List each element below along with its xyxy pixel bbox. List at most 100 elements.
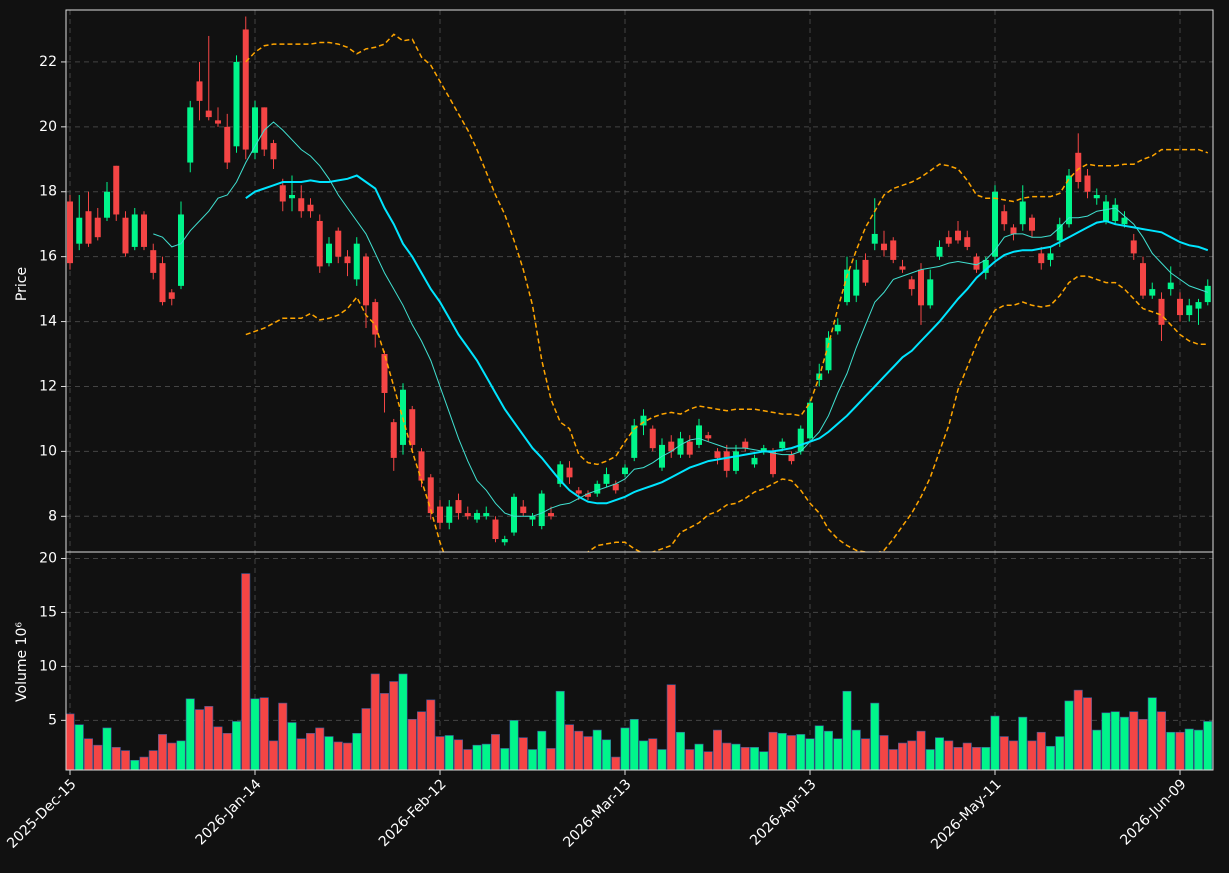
candle-body xyxy=(131,214,138,247)
candle-body xyxy=(881,243,887,251)
candle-body xyxy=(1167,282,1174,290)
candle-body xyxy=(705,435,712,439)
candle-body xyxy=(760,448,767,452)
candle-body xyxy=(1149,289,1156,296)
candle-body xyxy=(945,237,952,244)
candle-body xyxy=(751,457,758,465)
candle-body xyxy=(168,292,175,299)
indicator-line xyxy=(153,121,1208,517)
y-tick-label: 16 xyxy=(39,249,57,265)
volume-bar xyxy=(1055,736,1065,771)
volume-bar xyxy=(259,697,269,771)
volume-bar xyxy=(694,743,704,771)
volume-bar xyxy=(777,733,787,771)
volume-bar xyxy=(925,749,935,771)
volume-bar xyxy=(509,720,519,771)
volume-bar xyxy=(823,730,833,771)
volume-bar xyxy=(361,708,371,771)
volume-bar xyxy=(176,740,186,771)
y-tick-label: 22 xyxy=(39,54,57,70)
volume-bar xyxy=(1018,716,1028,771)
volume-bar xyxy=(860,738,870,771)
candle-body xyxy=(492,519,499,540)
candle-body xyxy=(1112,204,1119,221)
volume-bar xyxy=(65,713,75,771)
candle-body xyxy=(1047,253,1054,260)
volume-bar xyxy=(897,742,907,771)
volume-bar xyxy=(74,724,84,771)
volume-bar xyxy=(1147,697,1157,771)
volume-bar xyxy=(638,740,648,771)
candle-body xyxy=(455,500,462,514)
volume-tick-label: 15 xyxy=(39,604,57,620)
indicator-line xyxy=(245,174,1209,505)
volume-bar xyxy=(648,738,658,771)
candle-body xyxy=(973,256,980,270)
candle-body xyxy=(316,220,323,267)
candle-body xyxy=(298,198,305,212)
price-marks xyxy=(67,16,1211,552)
candle-body xyxy=(779,441,786,449)
candle-body xyxy=(437,506,443,523)
volume-bar xyxy=(1184,728,1194,771)
candle-body xyxy=(1121,217,1128,225)
volume-bar xyxy=(1092,729,1102,771)
candle-body xyxy=(1001,211,1008,225)
volume-bar xyxy=(601,739,611,771)
volume-bar xyxy=(1046,745,1056,771)
candle-body xyxy=(196,81,203,101)
candle-body xyxy=(1140,263,1146,296)
volume-frame xyxy=(65,551,1214,771)
candle-body xyxy=(538,493,545,527)
volume-bar xyxy=(324,736,334,771)
volume-bar xyxy=(352,733,362,771)
candle-body xyxy=(649,428,656,449)
y-tick-label: 8 xyxy=(48,508,57,524)
volume-bar xyxy=(1166,731,1176,771)
candle-body xyxy=(1177,298,1183,316)
volume-bar xyxy=(833,738,843,771)
candle-body xyxy=(890,240,897,260)
volume-bar xyxy=(500,748,510,771)
volume-bar xyxy=(305,733,315,771)
candle-body xyxy=(686,441,693,455)
volume-bar xyxy=(1036,731,1046,771)
candle-body xyxy=(326,243,332,264)
candle-body xyxy=(566,467,573,478)
volume-bar xyxy=(1157,711,1167,771)
candle-body xyxy=(242,29,249,150)
volume-bar xyxy=(121,750,131,771)
volume-bar xyxy=(444,735,454,771)
volume-bar xyxy=(472,744,482,771)
volume-bar xyxy=(592,729,602,771)
candle-body xyxy=(233,61,240,147)
volume-bar xyxy=(148,750,158,771)
candle-body xyxy=(187,107,194,163)
volume-bar xyxy=(278,702,288,771)
candle-body xyxy=(585,493,591,497)
volume-bar xyxy=(870,702,880,771)
volume-bar xyxy=(407,718,417,771)
candle-body xyxy=(1019,201,1026,225)
volume-bar xyxy=(268,740,278,771)
volume-bar xyxy=(232,721,242,771)
candle-body xyxy=(289,194,295,199)
candle-body xyxy=(1066,175,1072,225)
candle-body xyxy=(381,354,388,393)
volume-bar xyxy=(1101,712,1111,771)
volume-bar xyxy=(583,736,593,771)
volume-bar xyxy=(768,731,778,771)
volume-bar xyxy=(1138,718,1148,771)
y-axis-label: Price xyxy=(14,267,30,301)
volume-bar xyxy=(518,737,528,771)
volume-bar xyxy=(796,734,806,771)
candle-body xyxy=(622,467,628,475)
volume-bar xyxy=(555,690,565,771)
volume-bar xyxy=(1203,721,1213,771)
y-tick-label: 12 xyxy=(39,378,57,394)
candle-body xyxy=(992,191,998,257)
candle-body xyxy=(427,477,434,514)
volume-bar xyxy=(916,730,926,771)
candle-body xyxy=(575,490,582,494)
